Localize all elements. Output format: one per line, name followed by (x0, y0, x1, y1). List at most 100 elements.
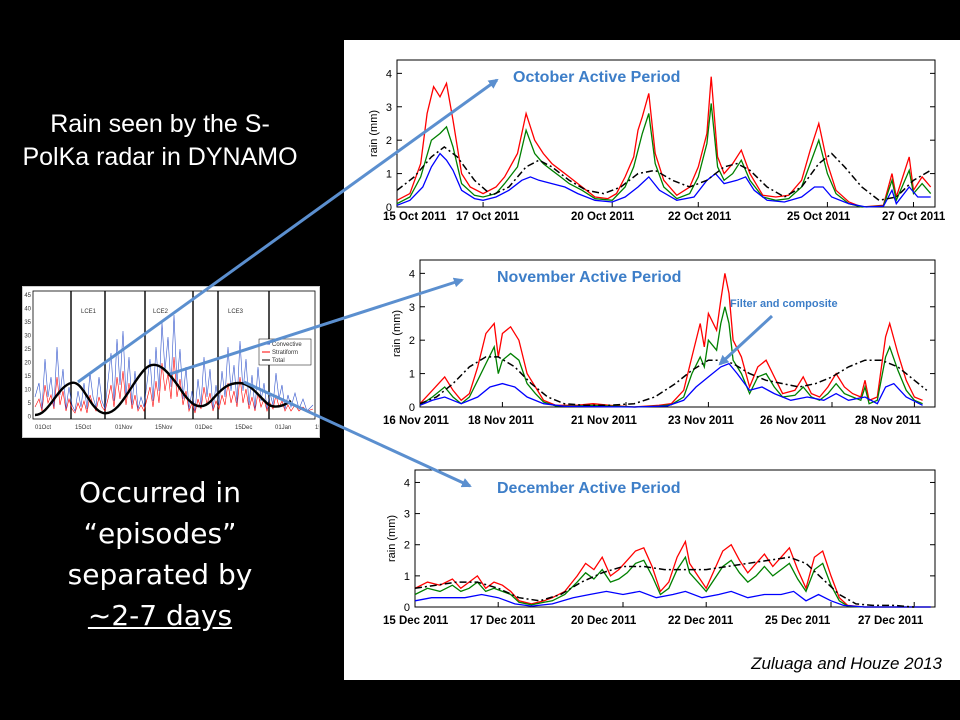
x-tick-label: 20 Dec 2011 (571, 615, 637, 627)
thumbnail-x-tick-label: 15Jan (315, 425, 319, 431)
annotation-arrow (718, 314, 774, 366)
thumbnail-lce3-label: LCE3 (228, 309, 244, 315)
summary-line: separated by (67, 558, 253, 591)
x-tick-label: 17 Oct 2011 (456, 211, 520, 223)
y-tick-label: 0 (386, 202, 392, 214)
y-tick-label: 3 (386, 102, 392, 114)
x-tick-label: 15 Dec 2011 (383, 615, 449, 627)
thumbnail-x-tick-label: 01Nov (115, 425, 132, 431)
y-axis-label: rain (mm) (391, 310, 403, 357)
x-tick-label: 22 Dec 2011 (668, 615, 734, 627)
thumbnail-y-tick-label: 35 (24, 320, 31, 326)
thumbnail-y-tick-label: 15 (24, 374, 31, 380)
x-tick-label: 21 Nov 2011 (571, 415, 637, 427)
x-tick-label: 17 Dec 2011 (470, 615, 536, 627)
thumbnail-convective-series (34, 314, 314, 412)
panel-title-november: November Active Period (497, 269, 681, 286)
x-tick-label: 16 Nov 2011 (383, 415, 449, 427)
x-tick-label: 25 Dec 2011 (765, 615, 831, 627)
thumbnail-x-tick-label: 15Nov (155, 425, 172, 431)
y-tick-label: 0 (409, 402, 415, 414)
series-convective (419, 306, 923, 408)
thumbnail-y-tick-label: 40 (24, 307, 31, 313)
y-tick-label: 0 (404, 602, 410, 614)
y-tick-label: 1 (409, 369, 415, 381)
series-total (414, 539, 931, 608)
x-tick-label: 28 Nov 2011 (855, 415, 921, 427)
x-tick-label: 23 Nov 2011 (668, 415, 734, 427)
thumbnail-legend-total: Total (272, 358, 285, 364)
arrow-to-december (243, 380, 472, 488)
y-tick-label: 4 (409, 268, 415, 280)
thumbnail-timeseries-chart: 45 40 35 30 25 20 15 10 5 0 01Oct 15Oct 01Nov 15Nov 0… (22, 286, 320, 438)
filter-composite-annotation: Filter and composite (730, 298, 838, 310)
y-tick-label: 2 (404, 540, 410, 552)
y-axis-label: rain (mm) (386, 515, 398, 562)
y-tick-label: 3 (404, 509, 410, 521)
thumbnail-y-tick-label: 45 (24, 293, 31, 299)
summary-line: Occurred in (79, 476, 241, 509)
thumbnail-lce1-label: LCE1 (81, 309, 97, 315)
slide-summary-text: Occurred in “episodes” separated by ~2-7… (10, 472, 310, 636)
thumbnail-x-tick-label: 01Dec (195, 425, 212, 431)
thumbnail-x-tick-label: 01Oct (35, 425, 51, 431)
thumbnail-y-tick-label: 25 (24, 347, 31, 353)
series-filtered (419, 356, 928, 407)
x-tick-label: 25 Oct 2011 (787, 211, 851, 223)
thumbnail-y-tick-label: 0 (28, 415, 32, 421)
x-tick-label: 22 Oct 2011 (668, 211, 732, 223)
thumbnail-y-tick-label: 30 (24, 334, 31, 340)
y-tick-label: 2 (386, 135, 392, 147)
y-tick-label: 3 (409, 302, 415, 314)
summary-line: “episodes” (83, 517, 237, 550)
series-convective (396, 103, 932, 208)
october-panel: 0 1 2 3 4 rain (mm) 15 Oct 2011 17 Oct 2011 20 O… (368, 59, 946, 223)
y-tick-label: 2 (409, 335, 415, 347)
series-total (419, 273, 923, 408)
thumbnail-legend-convective: Convective (272, 342, 302, 348)
plot-frame (419, 259, 936, 408)
x-tick-label: 27 Oct 2011 (882, 211, 946, 223)
x-tick-label: 27 Dec 2011 (858, 615, 924, 627)
thumbnail-y-tick-label: 5 (28, 401, 32, 407)
series-stratiform (396, 152, 931, 208)
thumbnail-x-ticks: 01Oct 15Oct 01Nov 15Nov 01Dec 15Dec 01Jan 15Jan (35, 425, 319, 431)
plot-frame (414, 469, 936, 608)
x-tick-label: 26 Nov 2011 (760, 415, 826, 427)
series-stratiform (419, 362, 923, 408)
x-tick-label: 20 Oct 2011 (571, 211, 635, 223)
slide-title: Rain seen by the S-PolKa radar in DYNAMO (22, 110, 298, 171)
y-tick-label: 4 (404, 477, 410, 489)
thumbnail-y-ticks: 45 40 35 30 25 20 15 10 5 0 (24, 293, 31, 421)
thumbnail-x-tick-label: 15Oct (75, 425, 91, 431)
november-panel: 0 1 2 3 4 rain (mm) 16 Nov 2011 18 Nov 2011 21 N… (383, 259, 936, 427)
thumbnail-legend-stratiform: Stratiform (272, 350, 298, 356)
panel-title-october: October Active Period (513, 69, 680, 86)
citation: Zuluaga and Houze 2013 (750, 654, 942, 673)
series-convective (414, 555, 931, 608)
arrow-to-october (77, 78, 499, 384)
series-filtered (396, 145, 932, 202)
x-tick-label: 15 Oct 2011 (383, 211, 447, 223)
y-tick-label: 4 (386, 68, 392, 80)
series-total (396, 76, 932, 208)
arrow-to-november (169, 277, 464, 376)
thumbnail-y-tick-label: 10 (24, 388, 31, 394)
thumbnail-filtered-curve (34, 363, 292, 417)
y-tick-label: 1 (386, 169, 392, 181)
thumbnail-x-tick-label: 15Dec (235, 425, 252, 431)
thumbnail-y-tick-label: 20 (24, 361, 31, 367)
y-tick-label: 1 (404, 571, 410, 583)
december-panel: 0 1 2 3 4 rain (mm) 15 Dec 2011 17 Dec 2011 20 D… (383, 469, 936, 627)
y-axis-label: rain (mm) (368, 110, 380, 157)
series-filtered (414, 556, 915, 608)
panel-title-december: December Active Period (497, 480, 680, 497)
thumbnail-x-tick-label: 01Jan (275, 425, 291, 431)
series-stratiform (414, 590, 931, 608)
thumbnail-stratiform-series (34, 356, 314, 414)
summary-line-underlined: ~2-7 days (87, 599, 233, 632)
thumbnail-lce2-label: LCE2 (153, 309, 169, 315)
x-tick-label: 18 Nov 2011 (468, 415, 534, 427)
